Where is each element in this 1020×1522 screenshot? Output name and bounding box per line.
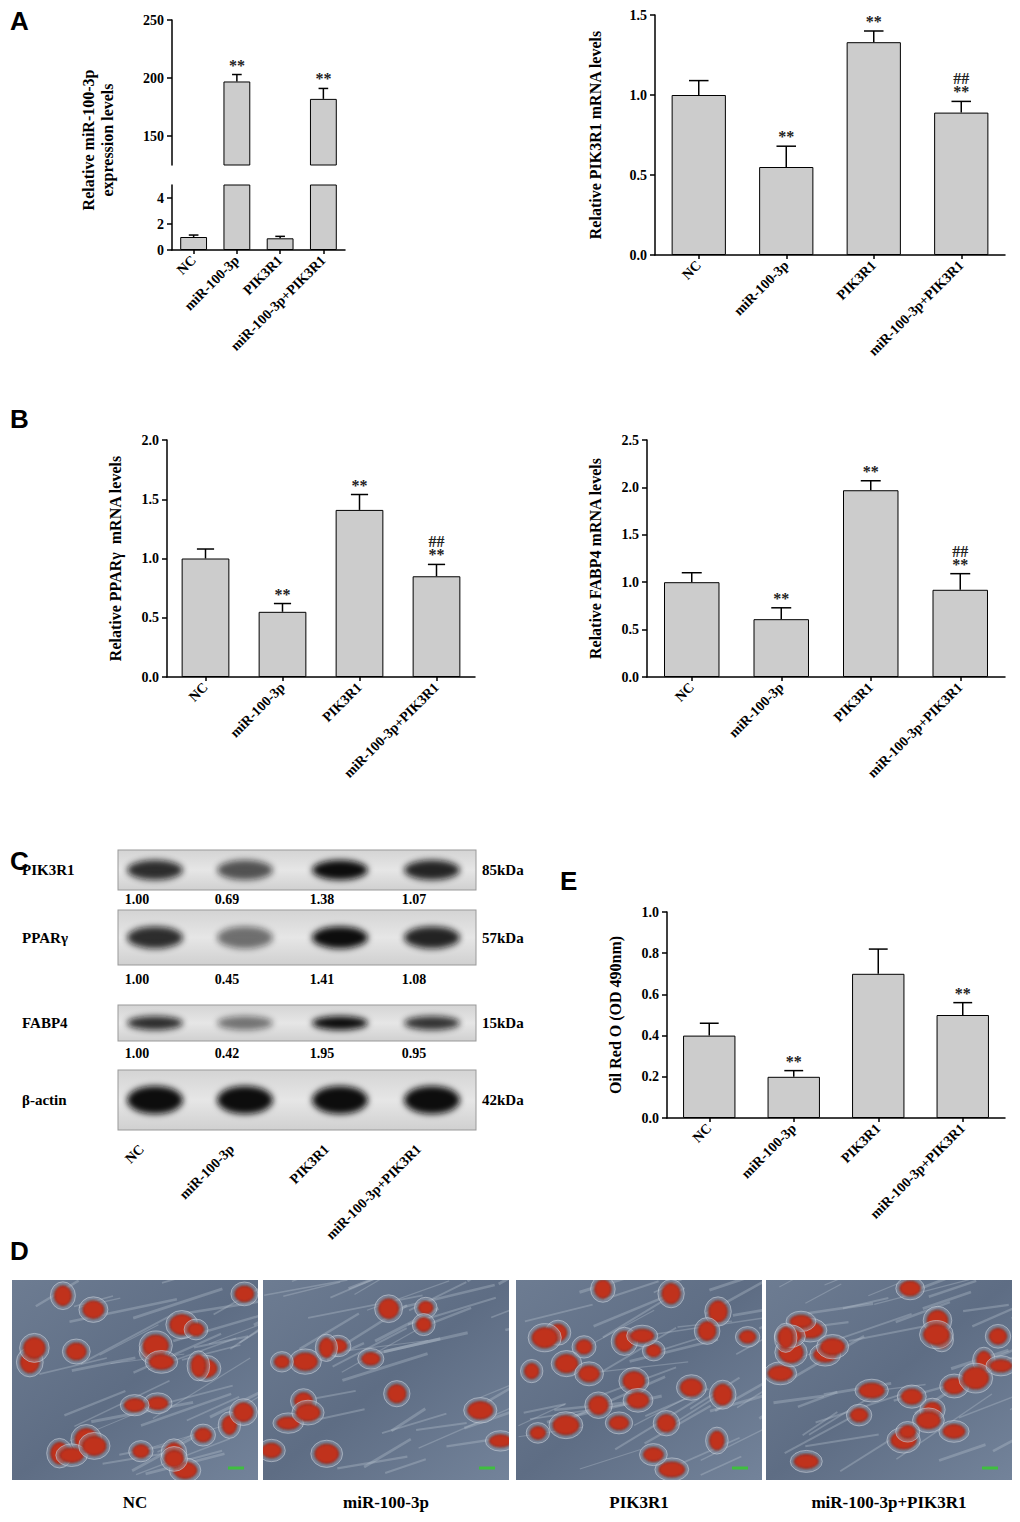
svg-text:Relative PPARγ mRNA levels: Relative PPARγ mRNA levels: [107, 456, 125, 661]
svg-text:1.0: 1.0: [630, 88, 648, 103]
svg-text:1.07: 1.07: [402, 892, 427, 907]
svg-text:2.0: 2.0: [622, 480, 640, 495]
svg-text:miR-100-3p: miR-100-3p: [176, 1141, 237, 1202]
html-text:D: D: [10, 1236, 29, 1266]
svg-text:150: 150: [143, 129, 164, 144]
svg-text:PIK3R1: PIK3R1: [287, 1142, 332, 1187]
svg-text:0.6: 0.6: [642, 987, 660, 1002]
svg-text:0.42: 0.42: [215, 1046, 240, 1061]
svg-text:Relative PIK3R1 mRNA levels: Relative PIK3R1 mRNA levels: [587, 31, 604, 239]
svg-text:Oil Red O (OD 490nm): Oil Red O (OD 490nm): [607, 936, 625, 1094]
svg-text:β-actin: β-actin: [22, 1092, 67, 1108]
svg-text:250: 250: [143, 13, 164, 28]
svg-text:1.38: 1.38: [310, 892, 335, 907]
svg-text:miR-100-3p+PIK3R1: miR-100-3p+PIK3R1: [866, 258, 967, 359]
svg-text:0.45: 0.45: [215, 972, 240, 987]
svg-text:FABP4: FABP4: [22, 1015, 68, 1031]
svg-text:**: **: [352, 477, 368, 494]
svg-text:Relative FABP4 mRNA levels: Relative FABP4 mRNA levels: [587, 458, 604, 659]
svg-text:**: **: [773, 590, 789, 607]
svg-text:1.5: 1.5: [622, 527, 640, 542]
svg-text:1.00: 1.00: [125, 1046, 150, 1061]
svg-text:**: **: [953, 83, 969, 100]
svg-text:miR-100-3p: miR-100-3p: [726, 680, 787, 741]
svg-text:PIK3R1: PIK3R1: [834, 258, 879, 303]
svg-text:miR-100-3p: miR-100-3p: [343, 1493, 429, 1512]
svg-text:4: 4: [157, 191, 164, 206]
svg-text:0.95: 0.95: [402, 1046, 427, 1061]
svg-text:**: **: [229, 57, 245, 74]
svg-text:0.69: 0.69: [215, 892, 240, 907]
html-text:A: A: [10, 6, 29, 36]
svg-text:0.0: 0.0: [630, 248, 648, 263]
svg-text:miR-100-3p: miR-100-3p: [227, 680, 288, 741]
svg-text:1.0: 1.0: [142, 551, 160, 566]
svg-text:1.00: 1.00: [125, 972, 150, 987]
svg-text:PPARγ: PPARγ: [22, 930, 68, 946]
svg-text:miR-100-3p: miR-100-3p: [738, 1121, 799, 1182]
svg-text:0.4: 0.4: [642, 1028, 660, 1043]
svg-text:miR-100-3p+PIK3R1: miR-100-3p+PIK3R1: [323, 1142, 424, 1243]
svg-text:NC: NC: [672, 680, 697, 705]
svg-text:57kDa: 57kDa: [482, 930, 524, 946]
svg-text:1.0: 1.0: [622, 575, 640, 590]
svg-text:1.0: 1.0: [642, 905, 660, 920]
svg-text:0.5: 0.5: [142, 610, 160, 625]
svg-text:0.8: 0.8: [642, 946, 660, 961]
svg-text:NC: NC: [690, 1121, 715, 1146]
svg-text:NC: NC: [123, 1493, 148, 1512]
svg-text:1.95: 1.95: [310, 1046, 335, 1061]
svg-text:0.0: 0.0: [142, 670, 160, 685]
svg-text:PIK3R1: PIK3R1: [320, 680, 365, 725]
svg-text:15kDa: 15kDa: [482, 1015, 524, 1031]
svg-text:**: **: [429, 546, 445, 563]
svg-text:**: **: [955, 985, 971, 1002]
svg-text:1.00: 1.00: [125, 892, 150, 907]
svg-text:PIK3R1: PIK3R1: [22, 862, 75, 878]
svg-text:1.08: 1.08: [402, 972, 427, 987]
svg-text:NC: NC: [679, 258, 704, 283]
svg-text:**: **: [315, 70, 331, 87]
svg-text:1.5: 1.5: [142, 492, 160, 507]
svg-text:200: 200: [143, 71, 164, 86]
svg-text:miR-100-3p: miR-100-3p: [182, 253, 243, 314]
svg-text:miR-100-3p+PIK3R1: miR-100-3p+PIK3R1: [811, 1493, 966, 1512]
svg-text:**: **: [863, 463, 879, 480]
svg-text:1.5: 1.5: [630, 8, 648, 23]
svg-text:miR-100-3p+PIK3R1: miR-100-3p+PIK3R1: [867, 1121, 968, 1222]
svg-text:0.5: 0.5: [622, 622, 640, 637]
svg-text:miR-100-3p+PIK3R1: miR-100-3p+PIK3R1: [865, 680, 966, 781]
svg-text:NC: NC: [186, 680, 211, 705]
svg-text:85kDa: 85kDa: [482, 862, 524, 878]
svg-text:42kDa: 42kDa: [482, 1092, 524, 1108]
svg-text:expression levels: expression levels: [99, 83, 117, 196]
svg-text:PIK3R1: PIK3R1: [838, 1121, 883, 1166]
svg-text:miR-100-3p: miR-100-3p: [731, 258, 792, 319]
html-text:B: B: [10, 404, 29, 434]
svg-text:miR-100-3p+PIK3R1: miR-100-3p+PIK3R1: [341, 680, 442, 781]
svg-text:0.0: 0.0: [622, 670, 640, 685]
svg-text:miR-100-3p+PIK3R1: miR-100-3p+PIK3R1: [228, 253, 329, 354]
svg-text:NC: NC: [122, 1142, 147, 1167]
svg-text:2.5: 2.5: [622, 433, 640, 448]
svg-text:0.0: 0.0: [642, 1111, 660, 1126]
svg-text:**: **: [778, 128, 794, 145]
svg-text:0.5: 0.5: [630, 168, 648, 183]
svg-text:2.0: 2.0: [142, 433, 160, 448]
svg-text:1.41: 1.41: [310, 972, 335, 987]
svg-text:**: **: [786, 1053, 802, 1070]
svg-text:Relative miR-100-3p: Relative miR-100-3p: [80, 69, 98, 210]
svg-text:2: 2: [157, 217, 164, 232]
svg-text:**: **: [952, 556, 968, 573]
svg-text:PIK3R1: PIK3R1: [831, 680, 876, 725]
html-text:E: E: [560, 866, 578, 896]
html-text:C: C: [10, 846, 29, 876]
svg-text:**: **: [866, 13, 882, 30]
svg-text:NC: NC: [174, 253, 199, 278]
svg-text:PIK3R1: PIK3R1: [609, 1493, 669, 1512]
svg-text:0: 0: [157, 243, 164, 258]
svg-text:**: **: [275, 586, 291, 603]
svg-text:0.2: 0.2: [642, 1069, 660, 1084]
